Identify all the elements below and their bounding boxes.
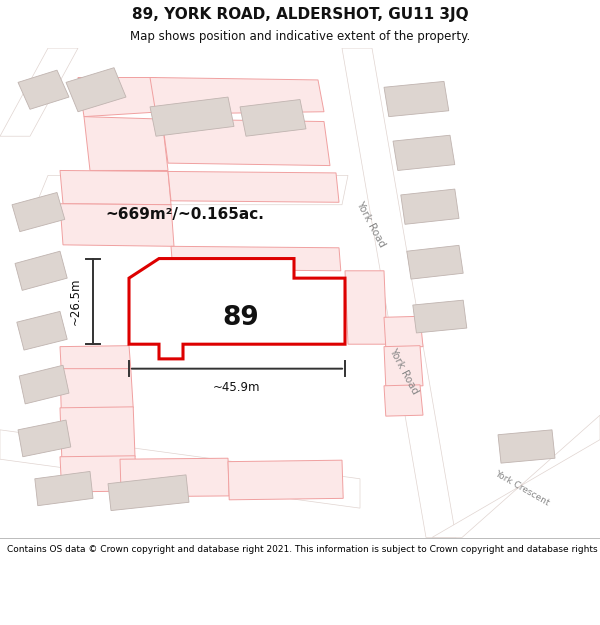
Polygon shape (171, 246, 341, 271)
Polygon shape (407, 246, 463, 279)
Polygon shape (18, 420, 71, 457)
Polygon shape (393, 135, 455, 171)
Text: York Road: York Road (355, 199, 387, 249)
Polygon shape (60, 407, 135, 458)
Polygon shape (35, 471, 93, 506)
Polygon shape (384, 81, 449, 117)
Polygon shape (401, 189, 459, 224)
Polygon shape (384, 385, 423, 416)
Polygon shape (36, 176, 348, 205)
Polygon shape (60, 346, 131, 369)
Polygon shape (162, 119, 330, 166)
Polygon shape (78, 78, 162, 117)
Polygon shape (60, 369, 133, 409)
Text: 89, YORK ROAD, ALDERSHOT, GU11 3JQ: 89, YORK ROAD, ALDERSHOT, GU11 3JQ (131, 7, 469, 22)
Polygon shape (168, 171, 339, 202)
Polygon shape (432, 415, 600, 538)
Text: ~669m²/~0.165ac.: ~669m²/~0.165ac. (105, 207, 264, 222)
Polygon shape (66, 68, 126, 112)
Polygon shape (19, 365, 69, 404)
Text: ~26.5m: ~26.5m (69, 278, 82, 325)
Polygon shape (15, 251, 67, 291)
Text: 89: 89 (222, 305, 259, 331)
Text: Map shows position and indicative extent of the property.: Map shows position and indicative extent… (130, 29, 470, 42)
Polygon shape (345, 271, 387, 344)
Polygon shape (240, 99, 306, 136)
Polygon shape (0, 430, 360, 508)
Polygon shape (120, 458, 229, 497)
Polygon shape (384, 316, 423, 348)
Polygon shape (84, 117, 168, 171)
Polygon shape (18, 70, 69, 109)
Polygon shape (342, 48, 456, 538)
Polygon shape (150, 78, 324, 114)
Polygon shape (0, 48, 78, 136)
Polygon shape (228, 460, 343, 500)
Polygon shape (150, 97, 234, 136)
Text: York Road: York Road (387, 346, 419, 396)
Polygon shape (17, 311, 67, 350)
Polygon shape (413, 300, 467, 333)
Polygon shape (12, 192, 65, 232)
Polygon shape (129, 259, 345, 359)
Polygon shape (498, 430, 555, 463)
Text: Contains OS data © Crown copyright and database right 2021. This information is : Contains OS data © Crown copyright and d… (7, 544, 600, 554)
Polygon shape (60, 204, 174, 246)
Polygon shape (60, 456, 137, 492)
Text: York Crescent: York Crescent (493, 469, 551, 508)
Polygon shape (108, 475, 189, 511)
Polygon shape (384, 346, 423, 387)
Text: ~45.9m: ~45.9m (213, 381, 261, 394)
Polygon shape (60, 171, 171, 205)
